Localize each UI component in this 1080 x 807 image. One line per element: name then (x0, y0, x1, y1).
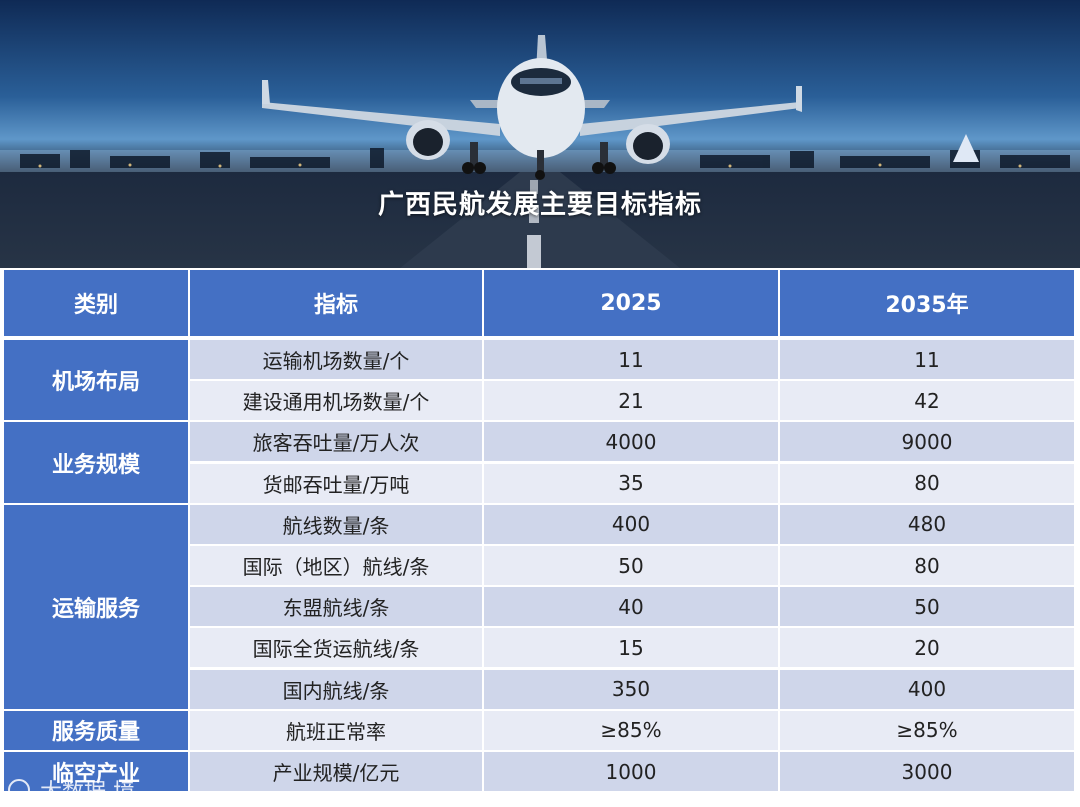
indicator-cell: 国际全货运航线/条 (190, 628, 482, 668)
header-category: 类别 (4, 270, 188, 336)
value-2035-cell: 9000 (780, 422, 1074, 462)
category-cell: 服务质量 (4, 710, 188, 750)
value-2035-cell: 3000 (780, 752, 1074, 791)
category-cell: 业务规模 (4, 422, 188, 503)
value-2025-cell: 4000 (484, 422, 778, 462)
value-2025-cell: 1000 (484, 752, 778, 791)
value-2035-cell: 80 (780, 463, 1074, 503)
value-2025-cell: 11 (484, 340, 778, 379)
category-cell: 临空产业 (4, 752, 188, 792)
value-2025-cell: 350 (484, 669, 778, 709)
value-2025-cell: ≥85% (484, 710, 778, 750)
value-2035-cell: 20 (780, 628, 1074, 668)
value-2025-cell: 21 (484, 381, 778, 421)
airplane-illustration (0, 35, 1080, 268)
indicator-cell: 产业规模/亿元 (190, 752, 482, 791)
indicator-cell: 货邮吞吐量/万吨 (190, 463, 482, 503)
watermark: 大数据 境 (8, 776, 135, 805)
page-title: 广西民航发展主要目标指标 (377, 190, 702, 220)
value-2035-cell: ≥85% (780, 710, 1074, 750)
indicator-cell: 运输机场数量/个 (190, 340, 482, 379)
value-2025-cell: 40 (484, 587, 778, 627)
indicator-cell: 旅客吞吐量/万人次 (190, 422, 482, 462)
value-2025-cell: 15 (484, 628, 778, 668)
indicator-cell: 国际（地区）航线/条 (190, 546, 482, 585)
indicator-cell: 航班正常率 (190, 710, 482, 750)
value-2025-cell: 35 (484, 463, 778, 503)
indicator-cell: 航线数量/条 (190, 504, 482, 544)
watermark-logo-icon (8, 779, 30, 801)
category-cell: 运输服务 (4, 504, 188, 709)
value-2035-cell: 80 (780, 546, 1074, 585)
indicator-cell: 东盟航线/条 (190, 587, 482, 627)
category-cell: 机场布局 (4, 340, 188, 421)
indicator-cell: 建设通用机场数量/个 (190, 381, 482, 421)
value-2035-cell: 11 (780, 340, 1074, 379)
header-2035: 2035年 (780, 270, 1074, 336)
value-2035-cell: 400 (780, 669, 1074, 709)
value-2025-cell: 50 (484, 546, 778, 585)
banner-image: 广西民航发展主要目标指标 (0, 0, 1080, 268)
header-indicator: 指标 (190, 270, 482, 336)
value-2025-cell: 400 (484, 504, 778, 544)
value-2035-cell: 480 (780, 504, 1074, 544)
header-2025: 2025 (484, 270, 778, 336)
watermark-text: 大数据 境 (40, 780, 135, 805)
indicator-cell: 国内航线/条 (190, 669, 482, 709)
value-2035-cell: 50 (780, 587, 1074, 627)
value-2035-cell: 42 (780, 381, 1074, 421)
